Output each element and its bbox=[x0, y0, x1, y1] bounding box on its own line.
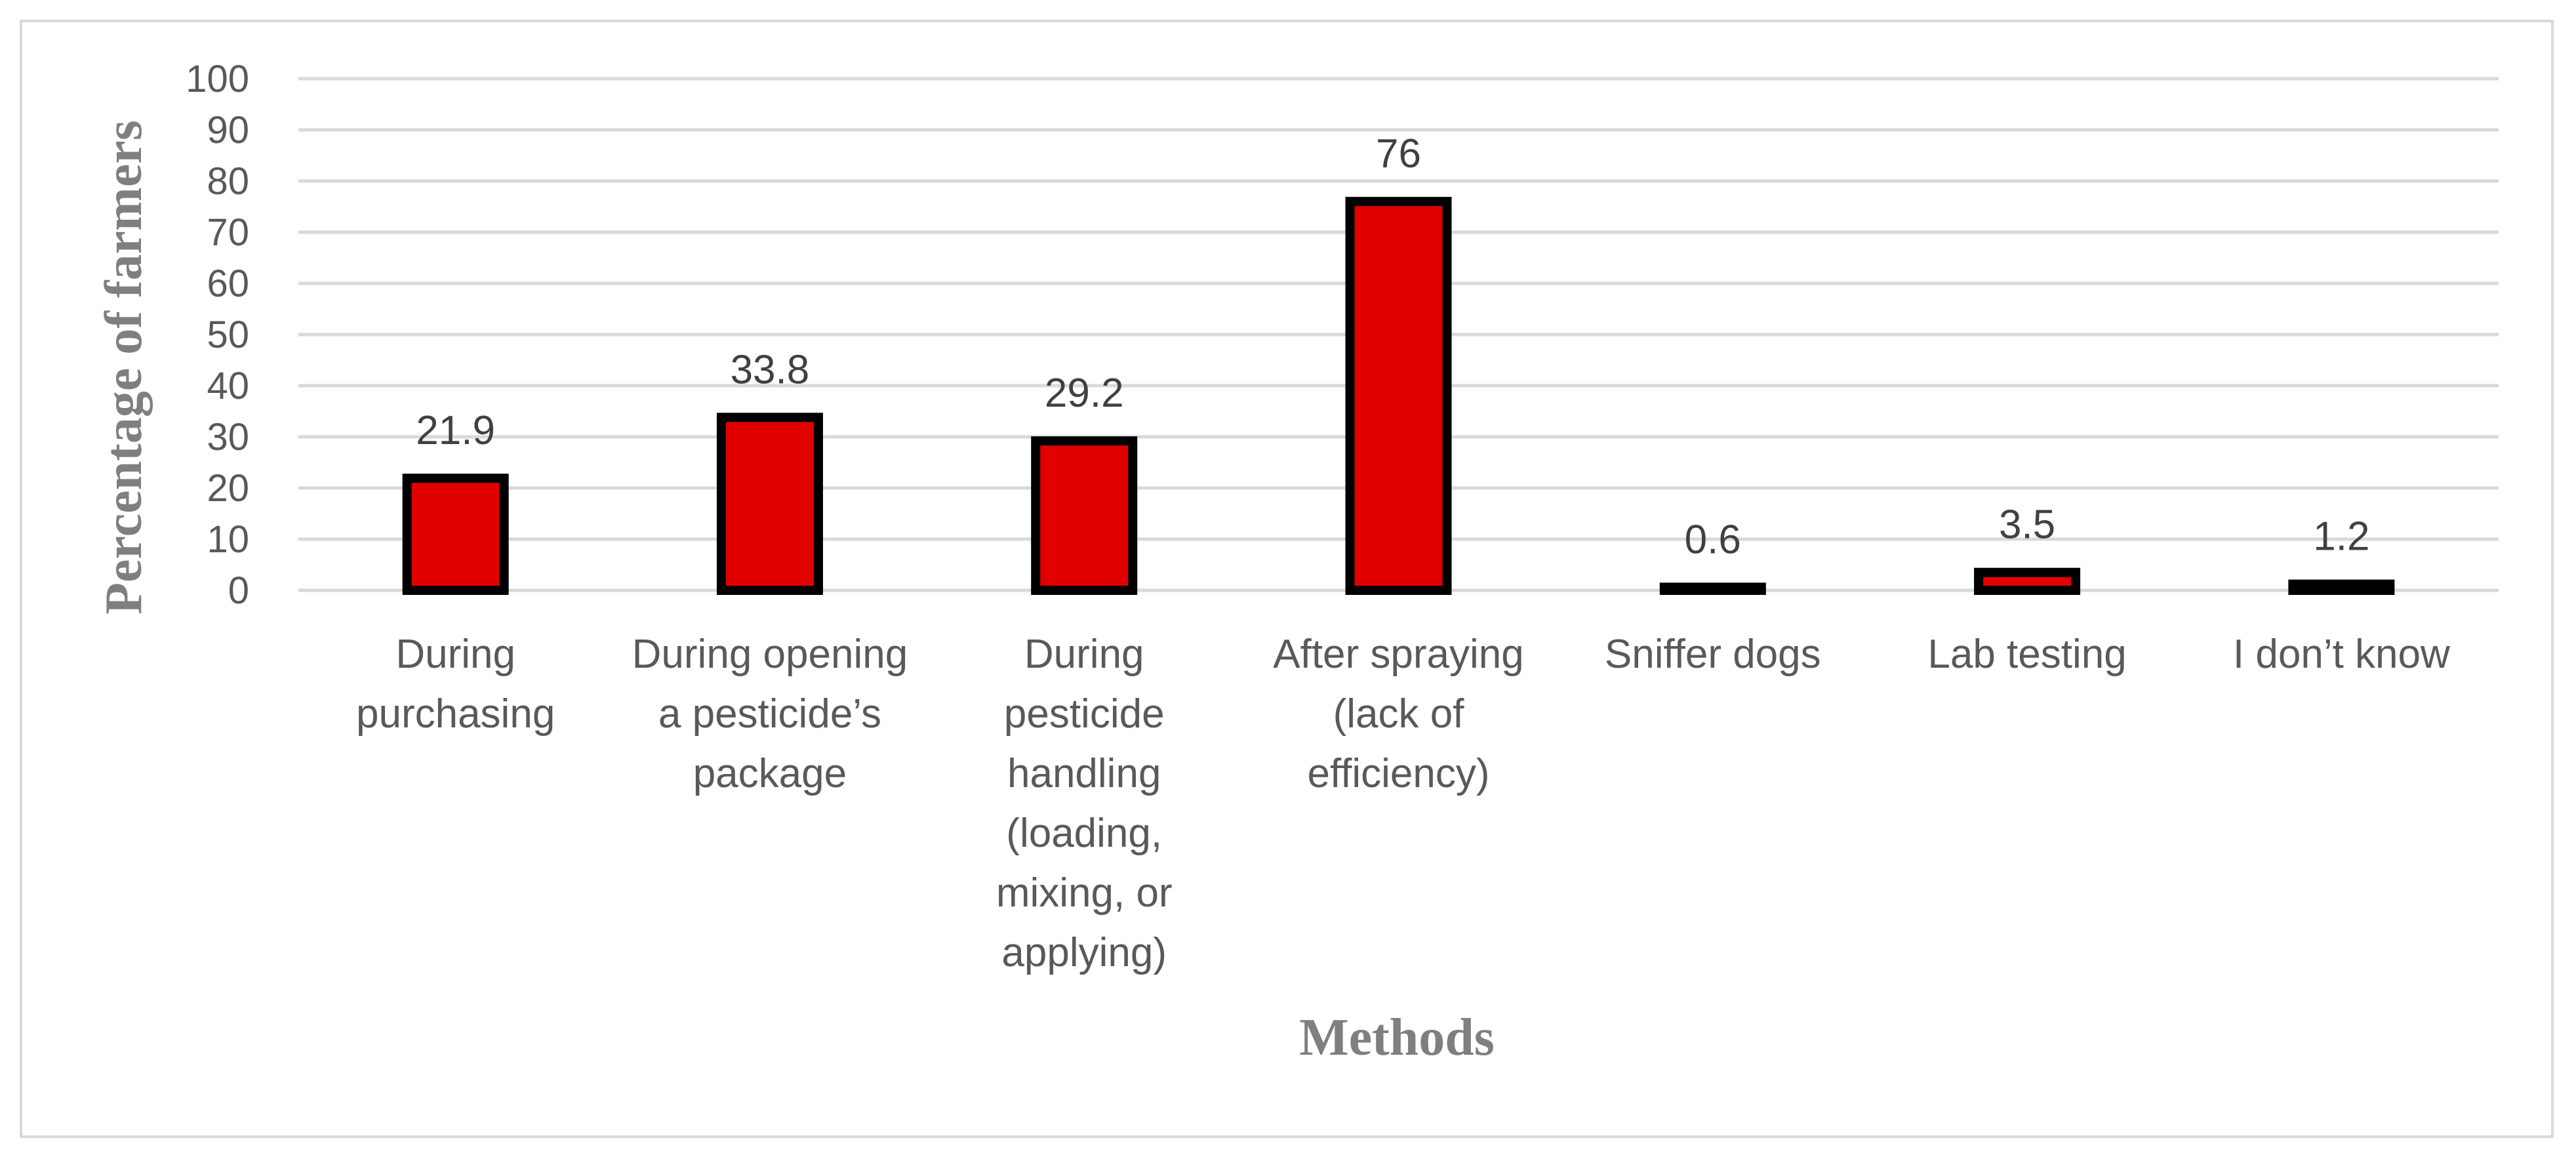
bar bbox=[2288, 579, 2395, 596]
y-tick-label: 0 bbox=[228, 569, 249, 612]
x-category-label: During opening bbox=[632, 632, 908, 677]
data-label: 29.2 bbox=[1045, 371, 1124, 416]
x-category-label: I don’t know bbox=[2233, 632, 2450, 677]
bar bbox=[716, 413, 823, 595]
y-axis-ticks: 0 10 20 30 40 50 60 70 80 90 100 bbox=[186, 58, 249, 612]
x-category-label: Lab testing bbox=[1927, 632, 2126, 677]
y-tick-label: 30 bbox=[207, 416, 249, 458]
data-label: 1.2 bbox=[2313, 514, 2369, 559]
data-labels: 21.9 33.8 29.2 76 0.6 3.5 1.2 bbox=[416, 131, 2369, 562]
x-category-label: efficiency) bbox=[1308, 751, 1490, 796]
bar bbox=[1031, 436, 1138, 595]
y-tick-label: 10 bbox=[207, 518, 249, 561]
y-tick-label: 60 bbox=[207, 262, 249, 305]
y-tick-label: 70 bbox=[207, 211, 249, 254]
x-category-label: mixing, or bbox=[996, 870, 1173, 916]
gridlines bbox=[298, 77, 2499, 592]
y-tick-label: 100 bbox=[186, 58, 249, 100]
x-axis-title: Methods bbox=[1299, 1009, 1495, 1067]
y-tick-label: 40 bbox=[207, 365, 249, 407]
data-label: 0.6 bbox=[1685, 517, 1741, 562]
y-axis-title: Percentage of farmers bbox=[95, 120, 153, 615]
x-category-label: handling bbox=[1007, 751, 1161, 796]
y-tick-label: 20 bbox=[207, 467, 249, 510]
x-axis-categories: During purchasing During opening a pesticid… bbox=[356, 632, 2450, 975]
x-category-label: applying) bbox=[1001, 930, 1167, 975]
x-category-label: (loading, bbox=[1006, 811, 1162, 856]
x-category-label: Sniffer dogs bbox=[1605, 632, 1821, 677]
y-tick-label: 80 bbox=[207, 160, 249, 203]
x-category-label: After spraying bbox=[1273, 632, 1524, 677]
x-category-label: During bbox=[395, 632, 515, 677]
bar bbox=[402, 474, 509, 595]
y-tick-label: 90 bbox=[207, 109, 249, 152]
data-label: 76 bbox=[1376, 131, 1421, 176]
x-category-label: a pesticide’s bbox=[658, 691, 881, 737]
y-tick-label: 50 bbox=[207, 314, 249, 356]
bar bbox=[1974, 567, 2081, 596]
x-category-label: purchasing bbox=[356, 691, 555, 737]
x-category-label: (lack of bbox=[1333, 691, 1465, 737]
data-label: 33.8 bbox=[731, 347, 810, 392]
x-category-label: package bbox=[693, 751, 847, 796]
bar bbox=[1659, 582, 1766, 596]
bars bbox=[402, 197, 2395, 596]
bar bbox=[1345, 197, 1452, 595]
data-label: 3.5 bbox=[1999, 502, 2055, 548]
x-category-label: During bbox=[1024, 632, 1144, 677]
data-label: 21.9 bbox=[416, 408, 495, 453]
x-category-label: pesticide bbox=[1004, 691, 1165, 737]
